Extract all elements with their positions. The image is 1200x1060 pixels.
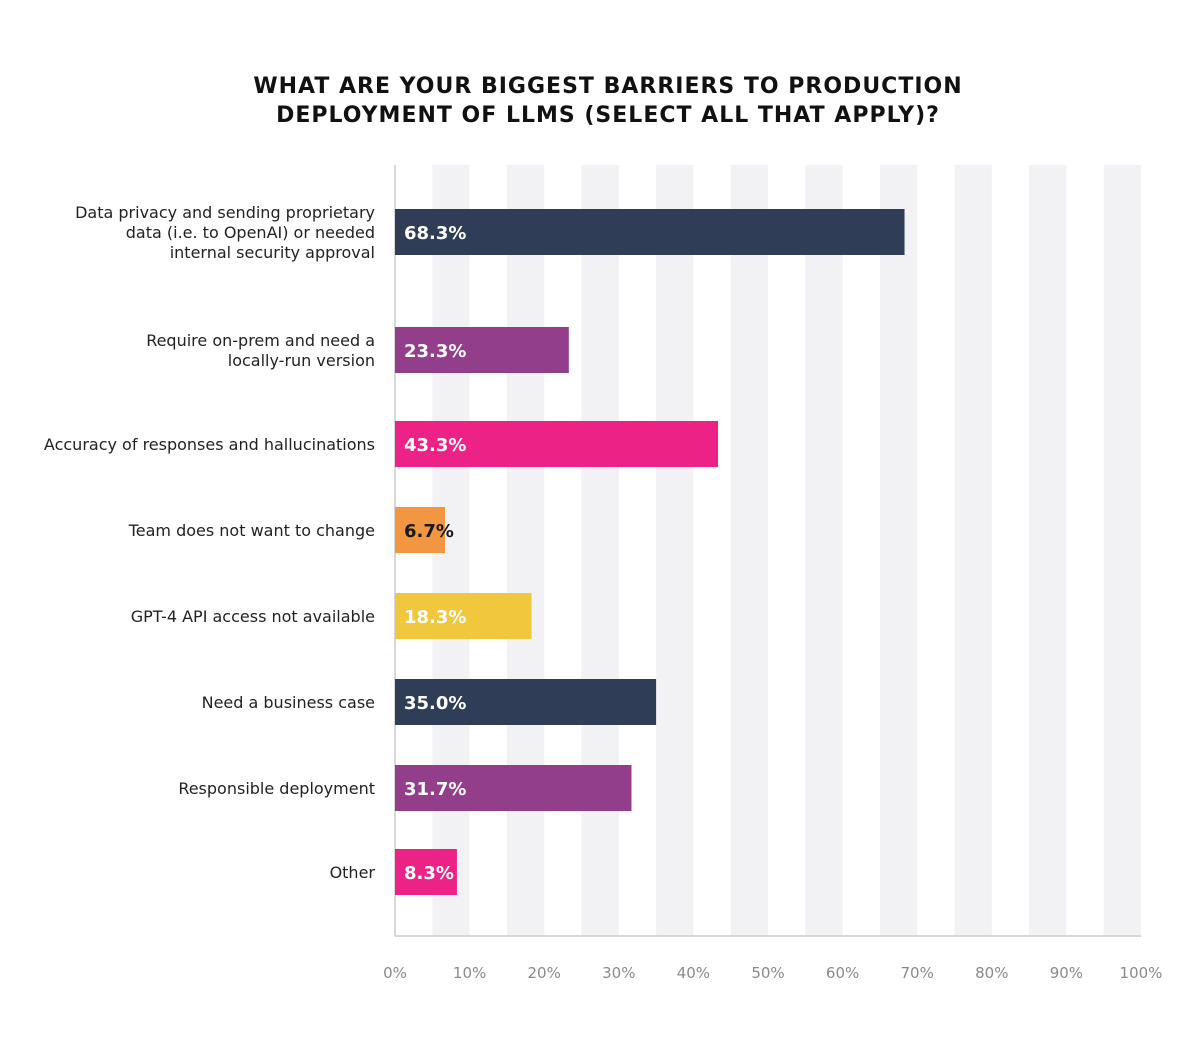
- x-tick-label: 60%: [826, 964, 859, 982]
- grid-band: [730, 165, 768, 936]
- bar: [395, 507, 445, 553]
- category-label-line: Responsible deployment: [178, 779, 375, 798]
- grid-band: [1103, 165, 1141, 936]
- x-tick-label: 50%: [751, 964, 784, 982]
- bar-value-label: 43.3%: [404, 435, 466, 456]
- category-label-line: locally-run version: [228, 351, 375, 370]
- x-tick-label: 70%: [901, 964, 934, 982]
- grid-band: [879, 165, 918, 936]
- grid-band: [1029, 165, 1067, 936]
- x-tick-label: 30%: [602, 964, 635, 982]
- x-tick-label: 10%: [453, 964, 486, 982]
- chart-title-line-2: DEPLOYMENT OF LLMS (SELECT ALL THAT APPL…: [276, 103, 940, 128]
- chart-title-line-1: WHAT ARE YOUR BIGGEST BARRIERS TO PRODUC…: [253, 74, 963, 99]
- grid-band: [506, 165, 545, 936]
- bar-value-label: 23.3%: [404, 341, 466, 362]
- x-tick-label: 0%: [383, 964, 407, 982]
- x-tick-label: 90%: [1050, 964, 1083, 982]
- category-label-line: GPT-4 API access not available: [131, 607, 375, 626]
- chart-title: WHAT ARE YOUR BIGGEST BARRIERS TO PRODUC…: [150, 72, 1066, 130]
- category-label-line: Accuracy of responses and hallucinations: [44, 435, 375, 454]
- bar: [395, 209, 905, 255]
- grid-band: [581, 165, 619, 936]
- x-tick-label: 100%: [1120, 964, 1163, 982]
- category-label: Accuracy of responses and hallucinations: [44, 435, 375, 454]
- bar-value-label: 68.3%: [404, 223, 466, 244]
- category-label-line: Data privacy and sending proprietary: [75, 203, 375, 222]
- x-tick-label: 80%: [975, 964, 1008, 982]
- category-label-line: data (i.e. to OpenAI) or needed: [126, 223, 375, 242]
- bar: [395, 849, 457, 895]
- category-label: Require on-prem and need a locally-run ve…: [146, 331, 375, 370]
- bar-value-label: 35.0%: [404, 693, 466, 714]
- category-label: Responsible deployment: [178, 779, 375, 798]
- bar: [395, 679, 657, 725]
- category-label: Data privacy and sending proprietary data…: [75, 203, 375, 262]
- category-label: GPT-4 API access not available: [131, 607, 375, 626]
- x-tick-label: 20%: [528, 964, 561, 982]
- bar: [395, 593, 532, 639]
- category-label: Need a business case: [202, 693, 375, 712]
- bar-value-label: 8.3%: [404, 863, 454, 884]
- bar-value-label: 18.3%: [404, 607, 466, 628]
- category-label: Team does not want to change: [128, 521, 375, 540]
- category-label-line: Require on-prem and need a: [146, 331, 375, 350]
- category-label-line: Need a business case: [202, 693, 375, 712]
- grid-band: [954, 165, 992, 936]
- bar-value-label: 31.7%: [404, 779, 466, 800]
- bar: [395, 421, 719, 467]
- category-label-line: Team does not want to change: [128, 521, 375, 540]
- bar: [395, 327, 569, 373]
- bar: [395, 765, 632, 811]
- category-label: Other: [330, 863, 376, 882]
- grid-band: [805, 165, 843, 936]
- bar-value-label: 6.7%: [404, 521, 454, 542]
- x-tick-label: 40%: [677, 964, 710, 982]
- grid-band: [656, 165, 694, 936]
- category-label-line: internal security approval: [170, 243, 375, 262]
- category-label-line: Other: [330, 863, 376, 882]
